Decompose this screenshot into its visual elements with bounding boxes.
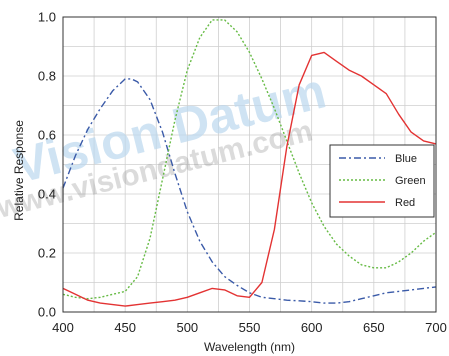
x-tick-label: 550	[239, 320, 261, 335]
x-tick-label: 400	[52, 320, 74, 335]
y-axis-label: Relative Response	[12, 120, 26, 221]
x-axis-label: Wavelength (nm)	[204, 340, 295, 354]
y-axis-ticks: 0.0 0.2 0.4 0.6 0.8 1.0	[38, 10, 56, 320]
y-tick-label: 0.2	[38, 246, 56, 261]
x-tick-label: 500	[176, 320, 198, 335]
x-tick-label: 650	[363, 320, 385, 335]
y-tick-label: 0.8	[38, 69, 56, 84]
legend: Blue Green Red	[329, 144, 435, 218]
series-line-green	[62, 19, 437, 300]
chart-series	[62, 19, 437, 307]
x-axis-ticks: 400 450 500 550 600 650 700	[52, 320, 447, 335]
y-tick-label: 0.0	[38, 305, 56, 320]
legend-label-blue: Blue	[395, 153, 417, 165]
series-line-red	[62, 51, 437, 307]
legend-label-green: Green	[395, 175, 426, 187]
y-tick-label: 0.6	[38, 128, 56, 143]
series-line-blue	[62, 78, 437, 304]
x-tick-label: 450	[114, 320, 136, 335]
legend-label-red: Red	[395, 197, 415, 209]
y-tick-label: 0.4	[38, 187, 56, 202]
y-tick-label: 1.0	[38, 10, 56, 25]
x-tick-label: 700	[425, 320, 447, 335]
x-tick-label: 600	[301, 320, 323, 335]
plot-frame	[62, 16, 437, 313]
legend-box	[329, 144, 435, 218]
